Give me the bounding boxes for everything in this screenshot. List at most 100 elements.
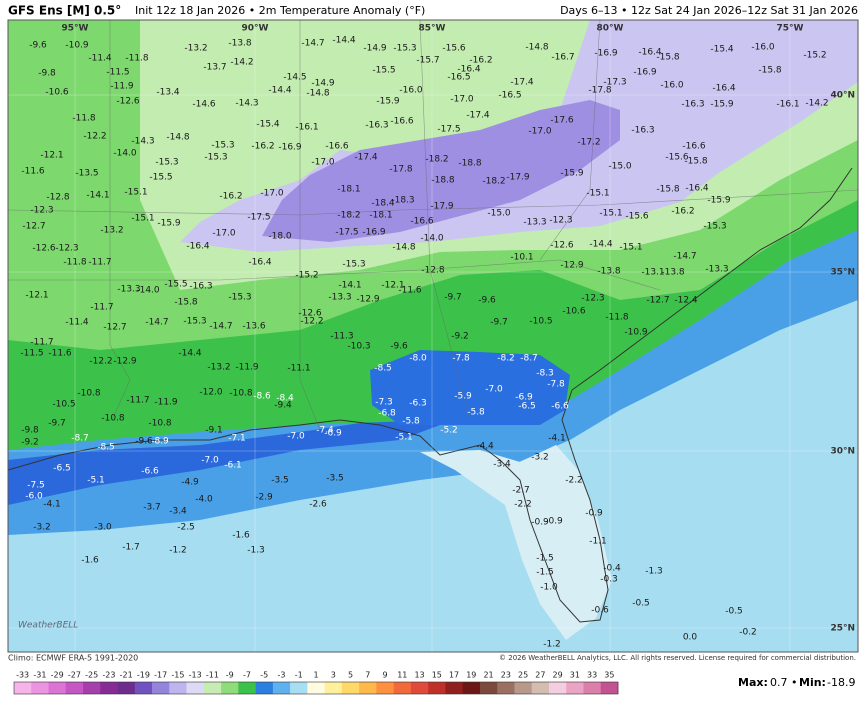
colorbar-cell [65,682,84,694]
station-value: -3.2 [33,523,51,533]
colorbar-cell [152,682,170,694]
station-value: -6.9 [324,429,342,439]
station-value: -11.8 [72,114,96,124]
station-value: -9.7 [48,419,66,429]
station-value: -17.0 [260,189,284,199]
station-value: -1.5 [536,554,554,564]
station-value: -1.0 [540,583,558,593]
colorbar-tick-label: 17 [449,671,459,680]
station-value: -15.1 [586,189,609,199]
colorbar-cell [221,682,239,694]
station-value: -6.3 [409,399,427,409]
colorbar-tick-label: -3 [277,671,285,680]
station-value: -6.9 [515,393,533,403]
colorbar-cell [462,682,481,694]
colorbar-cell [100,682,118,694]
colorbar-tick-label: -21 [120,671,133,680]
climo-note: Climo: ECMWF ERA-5 1991-2020 [8,654,138,663]
station-value: -15.3 [204,153,227,163]
station-value: -15.8 [758,66,782,76]
station-value: -3.4 [169,507,187,517]
colorbar-tick-label: -13 [189,671,202,680]
station-value: -13.7 [203,63,226,73]
colorbar-cell [376,682,394,694]
station-value: -0.6 [591,606,609,616]
station-value: -1.3 [645,567,663,577]
station-value: -14.8 [306,89,330,99]
station-value: -11.6 [48,349,72,359]
station-value: -15.6 [665,153,689,163]
station-value: -3.4 [493,460,511,470]
station-value: -4.1 [43,500,61,510]
station-value: -6.6 [551,402,569,412]
station-value: -16.6 [390,117,414,127]
station-value: -0.5 [632,599,650,609]
station-value: -14.3 [131,137,154,147]
station-value: -1.1 [589,537,607,547]
colorbar-tick-label: -23 [102,671,115,680]
station-value: -8.3 [536,369,554,379]
station-value: -15.6 [625,212,649,222]
station-value: -18.2 [337,211,360,221]
station-value: -0.3 [600,575,618,585]
station-value: -3.5 [326,474,344,484]
station-value: -16.6 [410,217,434,227]
station-value: -11.9 [110,82,134,92]
colorbar-tick-label: 1 [313,671,318,680]
model-title: GFS Ens [M] 0.5° [8,4,121,18]
station-value: -13.2 [207,363,230,373]
station-value: -14.7 [301,39,324,49]
colorbar-cell [324,682,343,694]
station-value: -0.9 [585,509,603,519]
station-value: -11.6 [398,286,422,296]
station-value: -16.3 [365,121,388,131]
station-value: -4.4 [476,442,494,452]
colorbar-tick-label: 13 [414,671,424,680]
station-value: -14.4 [589,240,613,250]
station-value: -13.2 [184,44,207,54]
station-value: -9.6 [478,296,496,306]
colorbar-cell [428,682,446,694]
station-value: -11.7 [126,396,149,406]
station-value: -16.0 [660,81,684,91]
station-value: -14.0 [136,286,160,296]
station-value: -17.4 [354,153,378,163]
colorbar-tick-label: 31 [570,671,580,680]
colorbar-cell [514,682,533,694]
station-value: -13.3 [117,285,140,295]
station-value: -2.2 [565,476,583,486]
station-value: -14.5 [283,73,306,83]
station-value: -17.9 [506,173,530,183]
station-value: -16.0 [399,86,423,96]
station-value: -14.0 [113,149,137,159]
station-value: -1.2 [169,546,187,556]
station-value: -10.5 [529,317,552,327]
station-value: -15.1 [599,209,622,219]
colorbar-cell [272,682,291,694]
station-value: -4.0 [195,495,213,505]
station-value: -12.2 [300,317,323,327]
station-value: -18.0 [268,232,292,242]
station-value: -10.8 [148,419,172,429]
station-value: -10.5 [52,400,75,410]
station-value: -1.7 [122,543,140,553]
station-value: -18.4 [371,199,395,209]
station-value: -12.7 [103,323,126,333]
station-value: -10.6 [45,88,69,98]
station-value: -15.2 [803,51,826,61]
station-value: -5.1 [395,433,413,443]
station-value: -15.3 [342,260,365,270]
station-value: -15.1 [619,243,642,253]
station-value: -14.7 [209,322,232,332]
colorbar-tick-label: -9 [226,671,234,680]
station-value: -13.8 [228,39,252,49]
station-value: -13.3 [328,293,351,303]
station-value: -16.9 [278,143,302,153]
station-value: -17.9 [430,202,454,212]
station-value: -11.3 [330,332,353,342]
lat-label: 25°N [830,624,855,634]
station-value: -15.9 [560,169,584,179]
lat-label: 30°N [830,447,855,457]
station-value: -9.7 [444,293,462,303]
station-value: -16.2 [219,192,242,202]
